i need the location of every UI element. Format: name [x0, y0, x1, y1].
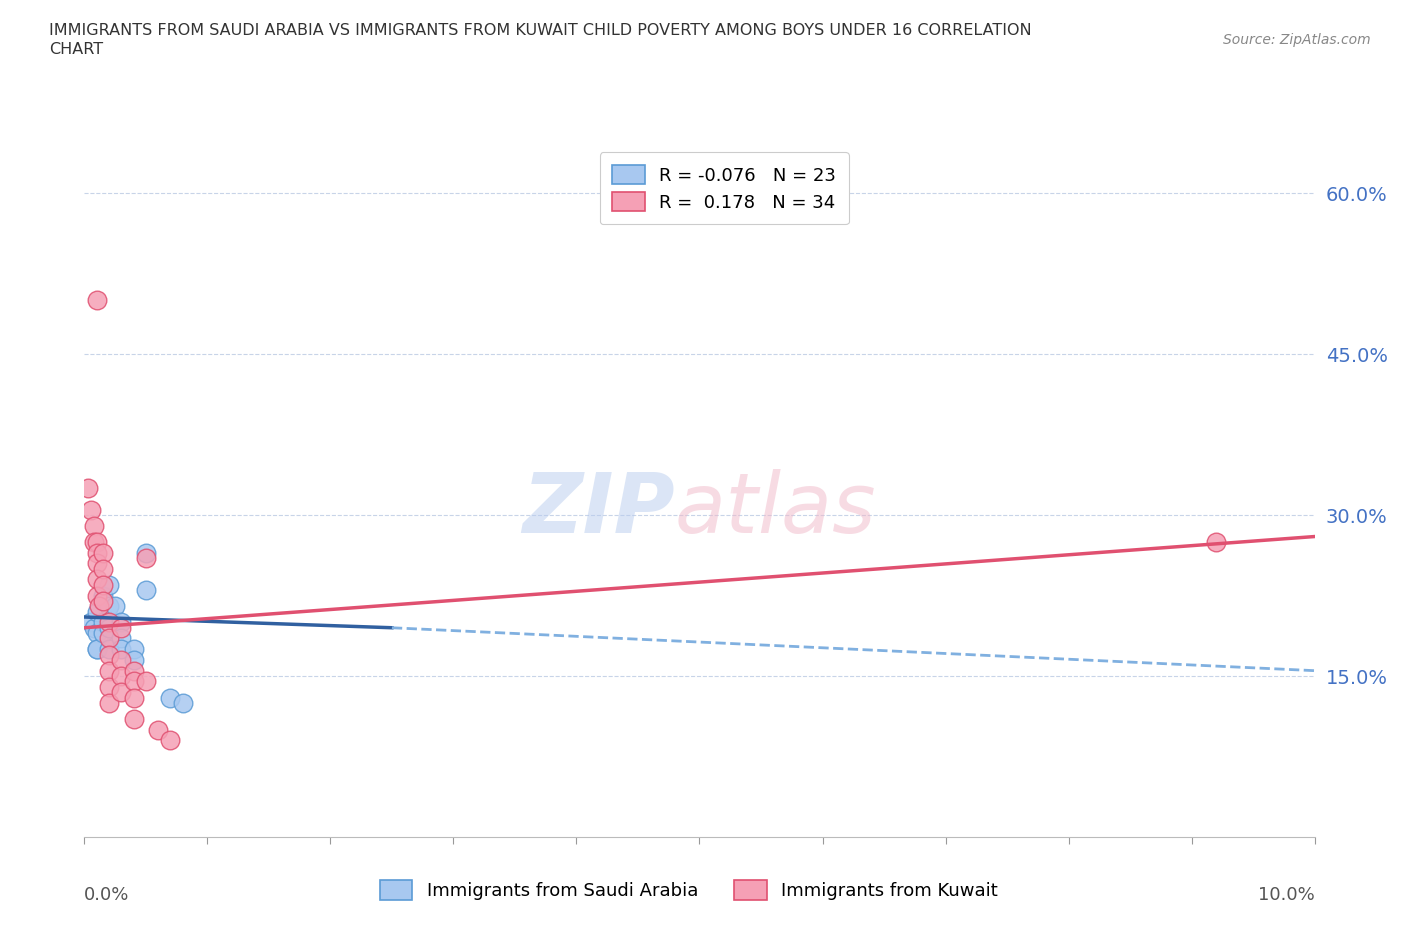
Point [172, 696, 194, 711]
Point [148, 723, 170, 737]
Point [86, 545, 108, 560]
Point [110, 615, 132, 630]
Point [110, 642, 132, 657]
Legend: R = -0.076   N = 23, R =  0.178   N = 34: R = -0.076 N = 23, R = 0.178 N = 34 [599, 152, 849, 224]
Point [122, 690, 145, 705]
Point [1205, 535, 1227, 550]
Point [86, 572, 108, 587]
Point [122, 642, 145, 657]
Point [110, 684, 132, 699]
Point [122, 653, 145, 668]
Point [79, 502, 101, 517]
Point [98, 696, 121, 711]
Point [86, 642, 108, 657]
Point [91, 562, 114, 577]
Point [91, 615, 114, 630]
Point [104, 599, 127, 614]
Point [98, 578, 121, 592]
Point [159, 733, 181, 748]
Point [110, 620, 132, 635]
Point [91, 578, 114, 592]
Point [135, 545, 157, 560]
Point [86, 556, 108, 571]
Point [86, 535, 108, 550]
Point [159, 690, 181, 705]
Text: 10.0%: 10.0% [1258, 885, 1315, 904]
Text: ZIP: ZIP [522, 469, 675, 550]
Point [98, 620, 121, 635]
Point [86, 293, 108, 308]
Point [91, 588, 114, 603]
Point [91, 545, 114, 560]
Point [91, 626, 114, 641]
Point [86, 642, 108, 657]
Point [98, 679, 121, 694]
Point [91, 593, 114, 608]
Point [98, 599, 121, 614]
Point [98, 647, 121, 662]
Point [122, 711, 145, 726]
Point [122, 663, 145, 678]
Point [77, 481, 100, 496]
Point [135, 674, 157, 689]
Legend: Immigrants from Saudi Arabia, Immigrants from Kuwait: Immigrants from Saudi Arabia, Immigrants… [373, 872, 1005, 907]
Point [89, 599, 111, 614]
Point [79, 615, 101, 630]
Point [110, 669, 132, 684]
Point [110, 653, 132, 668]
Point [98, 631, 121, 646]
Point [86, 604, 108, 619]
Text: IMMIGRANTS FROM SAUDI ARABIA VS IMMIGRANTS FROM KUWAIT CHILD POVERTY AMONG BOYS : IMMIGRANTS FROM SAUDI ARABIA VS IMMIGRAN… [49, 23, 1032, 38]
Point [83, 535, 105, 550]
Point [98, 663, 121, 678]
Text: Source: ZipAtlas.com: Source: ZipAtlas.com [1223, 33, 1371, 46]
Text: CHART: CHART [49, 42, 103, 57]
Text: atlas: atlas [675, 469, 876, 550]
Point [98, 642, 121, 657]
Point [98, 615, 121, 630]
Point [135, 551, 157, 565]
Point [110, 631, 132, 646]
Point [83, 620, 105, 635]
Point [86, 626, 108, 641]
Point [86, 588, 108, 603]
Point [122, 674, 145, 689]
Point [83, 518, 105, 533]
Text: 0.0%: 0.0% [84, 885, 129, 904]
Point [135, 583, 157, 598]
